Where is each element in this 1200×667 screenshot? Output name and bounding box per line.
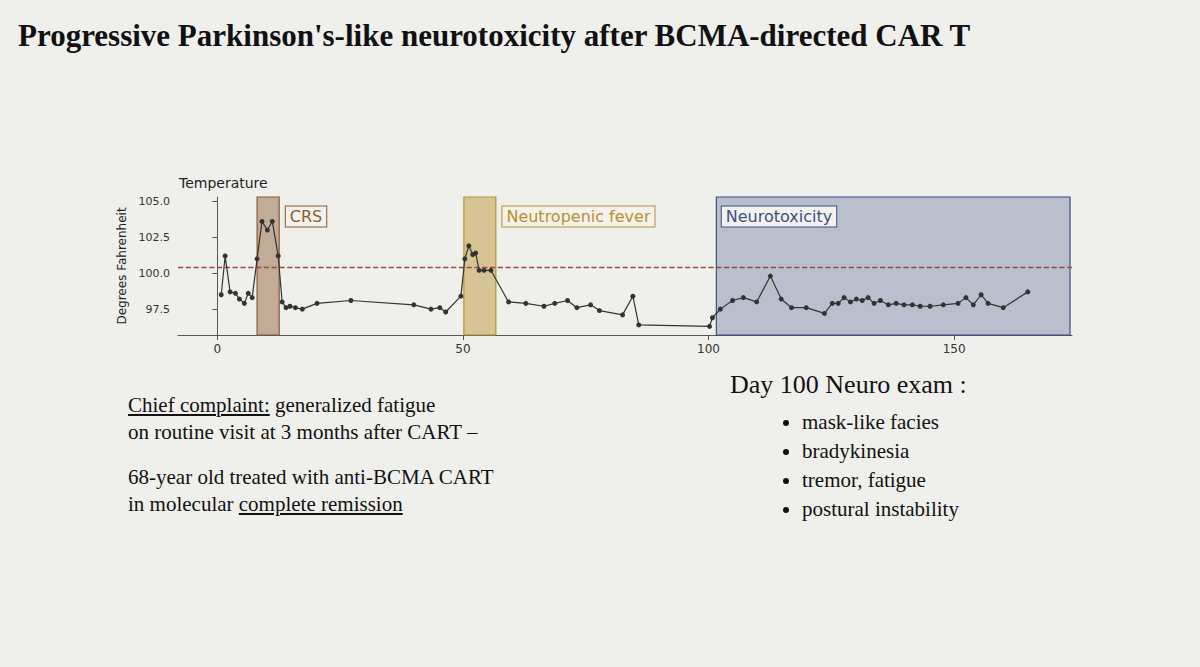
svg-text:Neurotoxicity: Neurotoxicity — [726, 207, 832, 226]
svg-text:100: 100 — [697, 342, 720, 356]
svg-text:CRS: CRS — [290, 207, 322, 226]
html-text:postural instability: postural instability — [802, 497, 959, 521]
html-text:Day 100 Neuro exam :: Day 100 Neuro exam : — [730, 370, 967, 399]
html-text:mask-like facies: mask-like facies — [802, 410, 939, 434]
svg-text:50: 50 — [455, 342, 470, 356]
svg-text:0: 0 — [213, 342, 221, 356]
svg-text:100.0: 100.0 — [139, 267, 171, 280]
html-text:on routine visit at 3 months a: on routine visit at 3 months after CART … — [128, 420, 478, 444]
html-text:Progressive Parkinson's-like n: Progressive Parkinson's-like neurotoxici… — [18, 18, 971, 53]
svg-text:97.5: 97.5 — [146, 303, 171, 316]
svg-text:150: 150 — [943, 342, 966, 356]
html-text:68-year old treated with anti-: 68-year old treated with anti-BCMA CART — [128, 465, 494, 489]
svg-text:Degrees Fahrenheit: Degrees Fahrenheit — [115, 207, 129, 324]
html-text:bradykinesia: bradykinesia — [802, 439, 910, 463]
svg-text:Temperature: Temperature — [178, 175, 268, 191]
svg-text:105.0: 105.0 — [139, 195, 171, 208]
html-text:tremor, fatigue: tremor, fatigue — [802, 468, 926, 492]
svg-text:102.5: 102.5 — [139, 231, 171, 244]
html-text:Chief complaint: generalized f: Chief complaint: generalized fatigue — [128, 393, 436, 417]
html-text:in molecular complete remissio: in molecular complete remission — [128, 492, 403, 516]
svg-text:Neutropenic fever: Neutropenic fever — [506, 207, 651, 226]
